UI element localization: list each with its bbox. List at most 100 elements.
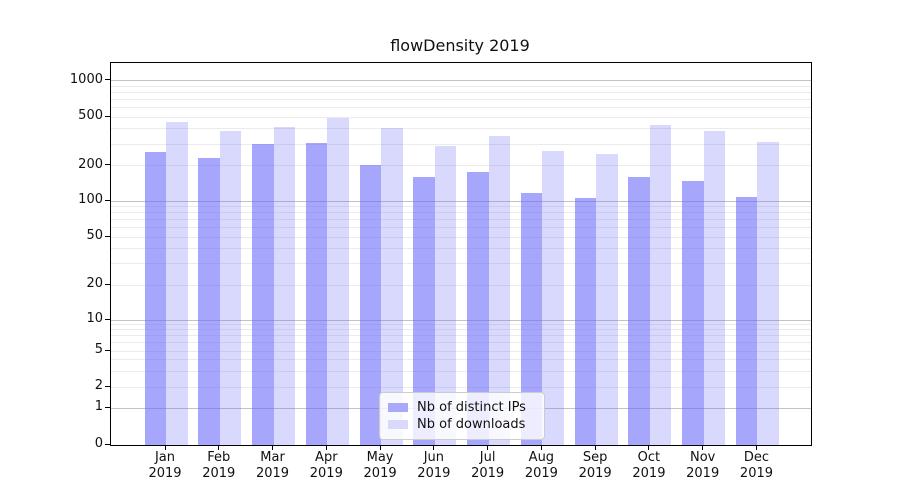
gridline-minor: [111, 335, 811, 337]
gridline-minor: [111, 219, 811, 221]
y-tick-mark: [105, 443, 110, 445]
bar-ips-dec: [735, 197, 758, 445]
gridline-minor: [111, 350, 811, 352]
x-tick-label: Sep 2019: [578, 450, 612, 481]
bar-downloads-nov: [703, 130, 726, 445]
x-tick-label: Apr 2019: [309, 450, 343, 481]
bar-downloads-mar: [273, 126, 296, 445]
gridline-minor: [111, 205, 811, 207]
x-tick-label: Nov 2019: [686, 450, 720, 481]
gridline-minor: [111, 128, 811, 130]
legend-item-distinct-ips: Nb of distinct IPs: [388, 399, 536, 416]
gridline-minor: [111, 370, 811, 372]
y-tick-label: 50: [86, 228, 103, 243]
x-tick-label: Dec 2019: [739, 450, 774, 481]
gridline-minor: [111, 143, 811, 145]
gridline-minor: [111, 227, 811, 229]
y-tick-label: 10: [86, 311, 103, 326]
gridline-minor: [111, 324, 811, 326]
legend-swatch-downloads-icon: [388, 420, 408, 429]
x-tick-label: May 2019: [363, 450, 397, 481]
gridline-major: [111, 80, 811, 81]
gridline-minor: [111, 212, 811, 214]
legend-item-downloads: Nb of downloads: [388, 416, 536, 433]
bar-downloads-jun: [434, 146, 457, 445]
bar-ips-nov: [682, 181, 704, 445]
x-tick-mark: [487, 445, 489, 450]
x-tick-label: Jul 2019: [471, 450, 505, 481]
gridline-minor: [111, 284, 811, 286]
gridline-minor: [111, 165, 811, 166]
gridline-minor: [111, 386, 811, 388]
y-tick-label: 100: [78, 192, 103, 207]
y-tick-label: 5: [94, 342, 103, 357]
gridline-major: [111, 319, 811, 321]
gridline-minor: [111, 106, 811, 108]
gridline-minor: [111, 236, 811, 238]
x-tick-mark: [594, 445, 596, 450]
x-tick-label: Oct 2019: [632, 450, 666, 481]
bar-ips-sep: [574, 198, 597, 445]
gridline-minor: [111, 248, 811, 250]
bar-ips-apr: [305, 142, 328, 445]
y-tick-mark: [105, 115, 110, 117]
bar-ips-jan: [144, 152, 166, 445]
bar-downloads-oct: [649, 124, 672, 445]
y-tick-mark: [105, 199, 110, 201]
gridline-minor: [111, 91, 811, 93]
x-tick-mark: [164, 445, 166, 450]
plot-area: Nb of distinct IPs Nb of downloads: [110, 62, 812, 446]
y-tick-label: 0: [94, 436, 103, 451]
x-tick-label: Mar 2019: [255, 450, 290, 481]
bar-downloads-sep: [596, 153, 618, 445]
y-tick-label: 20: [86, 276, 103, 291]
bar-ips-oct: [628, 177, 650, 445]
bar-ips-mar: [252, 144, 274, 445]
legend: Nb of distinct IPs Nb of downloads: [379, 392, 545, 440]
bar-downloads-feb: [219, 131, 242, 445]
x-tick-mark: [540, 445, 542, 450]
x-tick-mark: [648, 445, 650, 450]
gridline-minor: [111, 329, 811, 331]
bar-downloads-dec: [757, 141, 779, 445]
bar-ips-jul: [467, 172, 489, 445]
x-tick-label: Aug 2019: [524, 450, 558, 481]
x-tick-mark: [218, 445, 220, 450]
gridline-minor: [111, 98, 811, 100]
gridline-minor: [111, 116, 811, 118]
bar-ips-may: [359, 164, 382, 445]
bar-ips-jun: [413, 176, 435, 445]
legend-swatch-distinct-ips-icon: [388, 403, 408, 412]
x-tick-mark: [755, 445, 757, 450]
gridline-minor: [111, 342, 811, 344]
gridline-minor: [111, 263, 811, 265]
legend-label-downloads: Nb of downloads: [417, 417, 526, 432]
x-tick-mark: [379, 445, 381, 450]
bar-downloads-may: [381, 127, 403, 445]
bar-downloads-apr: [327, 117, 349, 445]
gridline-minor: [111, 359, 811, 361]
y-tick-mark: [105, 79, 110, 80]
y-tick-mark: [105, 283, 110, 285]
x-tick-mark: [702, 445, 704, 450]
x-tick-mark: [325, 445, 327, 450]
x-tick-label: Jun 2019: [417, 450, 451, 481]
x-tick-mark: [433, 445, 435, 450]
bar-downloads-jan: [166, 121, 188, 445]
x-tick-mark: [272, 445, 274, 450]
chart-title: flowDensity 2019: [390, 36, 530, 55]
x-tick-label: Feb 2019: [202, 450, 236, 481]
y-tick-label: 500: [78, 108, 103, 123]
gridline-major: [111, 200, 811, 202]
bar-downloads-aug: [542, 151, 564, 445]
bar-ips-feb: [198, 158, 220, 445]
y-tick-label: 200: [78, 156, 103, 172]
y-tick-mark: [105, 406, 110, 408]
y-tick-label: 1000: [69, 71, 103, 87]
y-tick-label: 2: [94, 378, 103, 393]
legend-label-distinct-ips: Nb of distinct IPs: [417, 400, 526, 415]
y-tick-mark: [105, 164, 110, 165]
y-tick-mark: [105, 385, 110, 387]
y-tick-mark: [105, 318, 110, 320]
